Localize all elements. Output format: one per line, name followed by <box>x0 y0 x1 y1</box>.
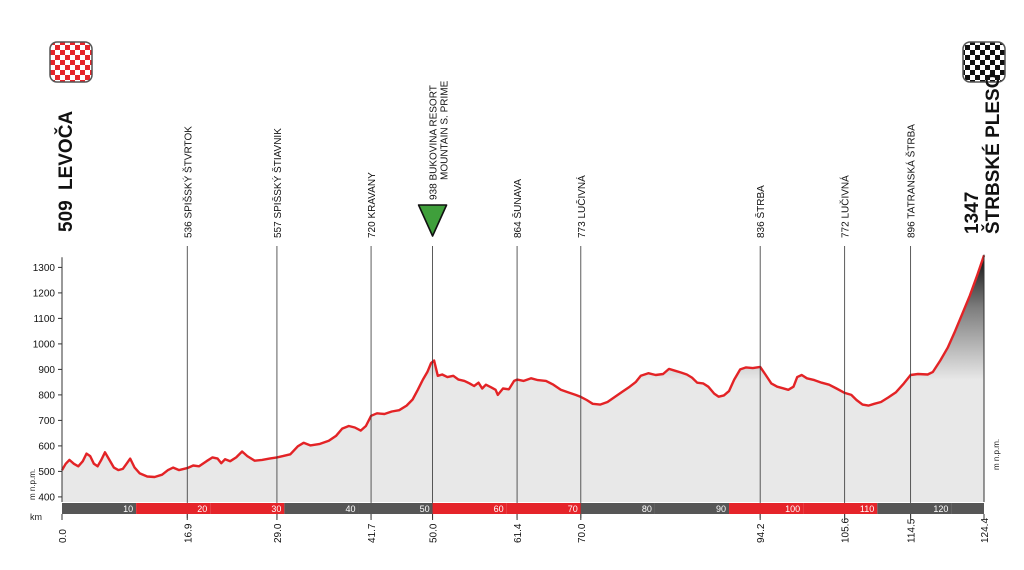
km-band-label: 70 <box>568 504 578 514</box>
waypoint-label: 720 KRAVANY <box>367 172 378 238</box>
waypoint-label: 557 SPIŠSKÝ ŠTIAVNIK <box>271 128 284 238</box>
waypoint-label: 938 BUKOVINA RESORT <box>429 85 440 200</box>
red-checkered-flag-icon <box>49 41 93 83</box>
start-name: LEVOČA <box>55 111 77 190</box>
km-band-segment <box>877 503 952 514</box>
km-band-segment <box>284 503 359 514</box>
green-triangle-marker-icon <box>417 204 448 237</box>
km-band-label: 10 <box>123 504 133 514</box>
waypoint-label: 536 SPIŠSKÝ ŠTVRTOK <box>181 126 194 238</box>
km-band-segment <box>210 503 285 514</box>
mountain-prime-triangle <box>417 204 448 237</box>
finish-name: ŠTRBSKÉ PLESO <box>982 74 1004 234</box>
y-tick-label: 600 <box>38 441 55 452</box>
start-label: 509 LEVOČA <box>55 111 77 232</box>
waypoint-label: 772 LUČIVNÁ <box>839 175 852 238</box>
waypoint-km-label: 105.6 <box>841 518 852 543</box>
waypoint-km-label: 61.4 <box>513 523 524 543</box>
km-band-label: 60 <box>494 504 504 514</box>
waypoint-km-label: 16.9 <box>183 523 194 543</box>
y-tick-label: 1300 <box>33 263 56 274</box>
km-band-label: 100 <box>785 504 800 514</box>
y-tick-label: 700 <box>38 416 55 427</box>
waypoint-label: 773 LUČIVNÁ <box>575 175 588 238</box>
y-axis-label-left: m n.p.m. <box>28 469 37 500</box>
y-tick-label: 1200 <box>33 288 56 299</box>
km-band-segment <box>432 503 507 514</box>
waypoint-label: 836 ŠTRBA <box>754 185 767 238</box>
y-tick-label: 800 <box>38 390 55 401</box>
km-band-label: 50 <box>420 504 430 514</box>
km-band-segment <box>136 503 211 514</box>
start-km-label: 0.0 <box>58 529 69 543</box>
km-band-segment <box>803 503 878 514</box>
km-label: km <box>30 512 42 522</box>
y-tick-label: 1000 <box>33 339 56 350</box>
km-band-segment <box>358 503 433 514</box>
finish-altitude: 1347 <box>962 192 983 234</box>
profile-area <box>62 255 984 502</box>
km-band-segment <box>654 503 730 514</box>
waypoint-km-label: 29.0 <box>273 523 284 543</box>
start-altitude: 509 <box>56 200 77 232</box>
km-band-segment <box>62 503 137 514</box>
waypoint-label-2: MOUNTAIN S. PRIME <box>440 80 451 180</box>
y-tick-label: 900 <box>38 365 55 376</box>
waypoint-km-label: 50.0 <box>429 523 440 543</box>
y-tick-label: 500 <box>38 467 55 478</box>
y-tick-label: 400 <box>38 492 55 503</box>
waypoint-km-label: 41.7 <box>367 523 378 543</box>
waypoint-km-label: 114.5 <box>907 518 918 543</box>
y-axis-label-right: m n.p.m. <box>992 439 1001 470</box>
waypoint-label: 864 ŠUNAVA <box>511 179 524 238</box>
km-band-label: 110 <box>860 504 874 514</box>
km-band-segment <box>951 503 984 514</box>
km-band-segment <box>729 503 804 514</box>
y-tick-label: 1100 <box>33 314 55 325</box>
km-band-segment <box>506 503 581 514</box>
km-band-label: 90 <box>716 504 726 514</box>
waypoint-km-label: 94.2 <box>756 523 767 543</box>
km-band-label: 20 <box>197 504 207 514</box>
km-band-label: 80 <box>642 504 652 514</box>
km-band-segment <box>580 503 655 514</box>
km-band-label: 40 <box>345 504 355 514</box>
waypoint-label: 896 TATRANSKÁ ŠTRBA <box>905 124 918 238</box>
black-checkered-flag-icon <box>962 41 1006 83</box>
km-band-label: 120 <box>933 504 948 514</box>
finish-km-label: 124.4 <box>980 518 991 543</box>
waypoint-km-label: 70.0 <box>577 523 588 543</box>
km-band-label: 30 <box>271 504 281 514</box>
